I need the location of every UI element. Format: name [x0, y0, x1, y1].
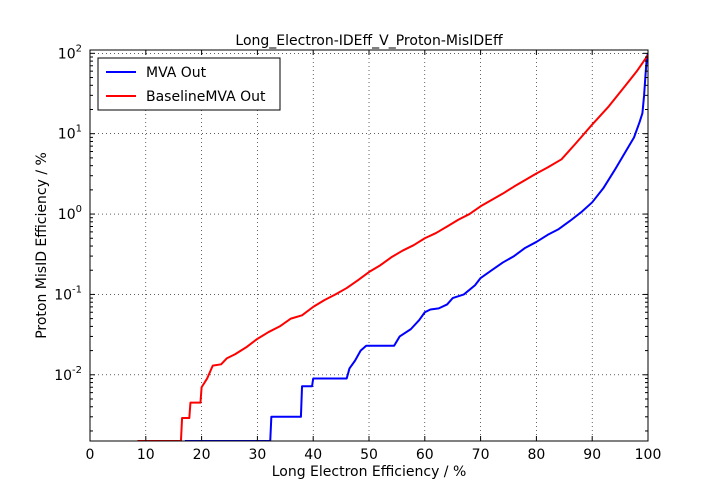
y-tick-label: 102 [58, 43, 82, 62]
legend: MVA Out BaselineMVA Out [97, 57, 281, 111]
series-line-baseline-mva-out [137, 54, 648, 441]
legend-label: MVA Out [146, 65, 207, 81]
legend-label: BaselineMVA Out [146, 89, 266, 105]
y-tick-label: 10-1 [54, 284, 82, 303]
x-tick-label: 60 [416, 447, 434, 463]
y-axis-label: Proton MisID Efficiency / % [34, 152, 50, 339]
y-tick-label: 101 [58, 124, 82, 143]
x-tick-label: 80 [527, 447, 545, 463]
legend-box [97, 57, 281, 111]
y-tick-label: 10-2 [54, 365, 82, 384]
grid-lines [90, 50, 648, 441]
series-lines [137, 53, 648, 441]
x-tick-label: 40 [304, 447, 322, 463]
x-tick-label: 50 [360, 447, 378, 463]
x-axis-label: Long Electron Efficiency / % [272, 464, 467, 480]
x-tick-label: 70 [472, 447, 490, 463]
axis-ticks: 0 10 20 30 40 50 60 70 80 90 100 10-2 10-1 100 101 102 [54, 43, 661, 463]
y-tick-label: 100 [58, 204, 82, 223]
series-line-mva-out [184, 53, 648, 441]
x-tick-label: 0 [86, 447, 95, 463]
x-tick-label: 30 [248, 447, 266, 463]
x-tick-label: 20 [193, 447, 211, 463]
x-tick-label: 90 [583, 447, 601, 463]
x-tick-label: 10 [137, 447, 155, 463]
x-tick-label: 100 [635, 447, 662, 463]
chart-title: Long_Electron-IDEff_V_Proton-MisIDEff [235, 33, 503, 49]
